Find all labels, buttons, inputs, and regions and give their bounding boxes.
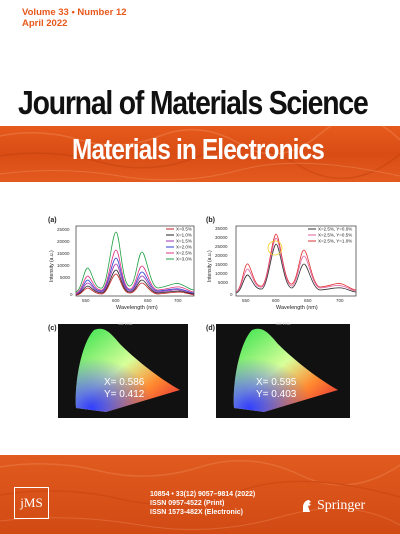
panel-a-xtick: 650 bbox=[144, 298, 152, 303]
panel-b-ylabel: Intensity (a.u.) bbox=[207, 250, 213, 282]
knight-icon bbox=[303, 500, 311, 512]
panel-c-label: (c) bbox=[48, 325, 57, 332]
panel-b-ytick: 5000 bbox=[218, 280, 229, 285]
panel-a-ytick: 0 bbox=[70, 292, 73, 297]
legend-entry: X=2.0% bbox=[176, 245, 192, 250]
panel-a-ytick: 5000 bbox=[60, 275, 71, 280]
journal-title: Journal of Materials Science bbox=[18, 84, 369, 121]
panel-b-ytick: 0 bbox=[230, 292, 233, 297]
legend-entry: X=1.0% bbox=[176, 233, 192, 238]
panel-a-xtick: 600 bbox=[112, 298, 120, 303]
legend-entry: X=0.5% bbox=[176, 227, 192, 232]
subtitle-band bbox=[0, 126, 400, 182]
legend-entry: X=2.5%, Y=1.0% bbox=[318, 239, 352, 244]
legend-entry: X=1.5% bbox=[176, 239, 192, 244]
panel-c-coord-y: Y= 0.412 bbox=[104, 389, 145, 400]
panel-a-ytick: 20000 bbox=[57, 239, 70, 244]
panel-a-label: (a) bbox=[48, 217, 57, 224]
legend-entry: X=2.5% bbox=[176, 251, 192, 256]
cover-figure: (a) 25000 20000 15000 10000 5000 0 550 6… bbox=[48, 217, 357, 418]
panel-a-ytick: 15000 bbox=[57, 251, 70, 256]
panel-b-ytick: 15000 bbox=[215, 262, 228, 267]
issn-line-2: ISSN 0957-4522 (Print) bbox=[150, 500, 225, 507]
panel-c-title: CIE 1931 bbox=[118, 322, 133, 326]
panel-d-coord-x: X= 0.595 bbox=[256, 377, 297, 388]
panel-a-ylabel: Intensity (a.u.) bbox=[49, 250, 55, 282]
panel-b-xtick: 600 bbox=[272, 298, 280, 303]
panel-b-xtick: 650 bbox=[304, 298, 312, 303]
panel-b-label: (b) bbox=[206, 217, 215, 224]
panel-a-legend: X=0.5% X=1.0% X=1.5% X=2.0% X=2.5% X=3.0… bbox=[166, 227, 192, 262]
springer-logo: Springer bbox=[300, 498, 365, 514]
panel-b-ytick: 20000 bbox=[215, 253, 228, 258]
panel-b-xlabel: Wavelength (nm) bbox=[276, 305, 318, 311]
panel-b-ytick: 30000 bbox=[215, 235, 228, 240]
publisher-name: Springer bbox=[317, 498, 366, 513]
panel-b-ytick: 25000 bbox=[215, 244, 228, 249]
panel-a-xlabel: Wavelength (nm) bbox=[116, 305, 158, 311]
panel-a-xtick: 550 bbox=[82, 298, 90, 303]
panel-d-coord-y: Y= 0.403 bbox=[256, 389, 297, 400]
panel-c-coord-x: X= 0.586 bbox=[104, 377, 145, 388]
panel-b-xtick: 550 bbox=[242, 298, 250, 303]
panel-b-xtick: 700 bbox=[336, 298, 344, 303]
issn-line-1: 10854 • 33(12) 9057–9814 (2022) bbox=[150, 491, 256, 498]
panel-a-ytick: 10000 bbox=[57, 263, 70, 268]
legend-entry: X=2.5%, Y=0.0% bbox=[318, 227, 352, 232]
legend-entry: X=2.5%, Y=0.5% bbox=[318, 233, 352, 238]
panel-b-ytick: 35000 bbox=[215, 226, 228, 231]
panel-a-xtick: 700 bbox=[174, 298, 182, 303]
issue-date: April 2022 bbox=[22, 18, 68, 29]
panel-b-legend: X=2.5%, Y=0.0% X=2.5%, Y=0.5% X=2.5%, Y=… bbox=[308, 227, 352, 244]
footer-band bbox=[0, 455, 400, 534]
jms-logo: jMS bbox=[14, 487, 49, 519]
panel-b-ytick: 10000 bbox=[215, 271, 228, 276]
issn-line-3: ISSN 1573-482X (Electronic) bbox=[150, 509, 243, 516]
panel-d-title: CIE 1931 bbox=[276, 322, 291, 326]
journal-subtitle: Materials in Electronics bbox=[72, 134, 325, 166]
volume-line: Volume 33 • Number 12 bbox=[22, 7, 127, 18]
legend-entry: X=3.0% bbox=[176, 257, 192, 262]
panel-a-ytick: 25000 bbox=[57, 227, 70, 232]
panel-d-label: (d) bbox=[206, 325, 215, 332]
